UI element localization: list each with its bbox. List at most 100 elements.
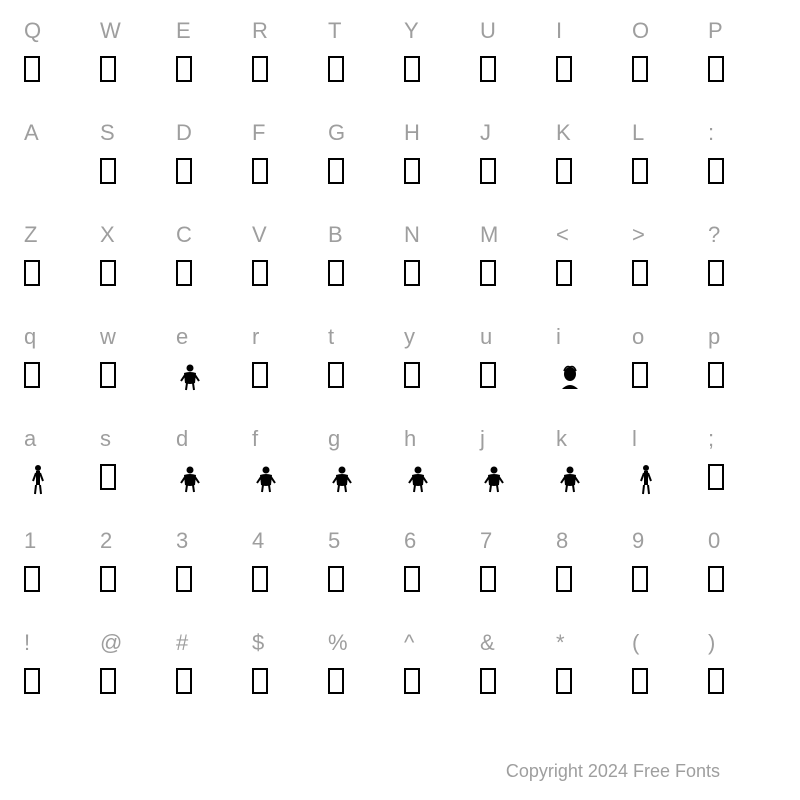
key-label: 3 bbox=[176, 530, 188, 554]
charmap-cell: 0 bbox=[704, 530, 780, 618]
key-label: a bbox=[24, 428, 36, 452]
charmap-cell: ; bbox=[704, 428, 780, 516]
glyph bbox=[252, 464, 280, 494]
key-label: g bbox=[328, 428, 340, 452]
glyph bbox=[328, 464, 356, 494]
key-label: R bbox=[252, 20, 268, 44]
charmap-cell: L bbox=[628, 122, 704, 210]
charmap-cell: # bbox=[172, 632, 248, 720]
charmap-cell: S bbox=[96, 122, 172, 210]
glyph bbox=[24, 362, 40, 388]
key-label: X bbox=[100, 224, 115, 248]
charmap-cell: $ bbox=[248, 632, 324, 720]
key-label: ! bbox=[24, 632, 30, 656]
glyph bbox=[24, 56, 40, 82]
glyph bbox=[480, 362, 496, 388]
glyph bbox=[100, 260, 116, 286]
glyph bbox=[100, 158, 116, 184]
glyph bbox=[24, 158, 48, 184]
key-label: 2 bbox=[100, 530, 112, 554]
charmap-cell: H bbox=[400, 122, 476, 210]
charmap-cell: h bbox=[400, 428, 476, 516]
glyph bbox=[404, 668, 420, 694]
glyph bbox=[100, 362, 116, 388]
charmap-cell: 7 bbox=[476, 530, 552, 618]
glyph bbox=[480, 566, 496, 592]
key-label: T bbox=[328, 20, 341, 44]
key-label: 7 bbox=[480, 530, 492, 554]
charmap-cell: > bbox=[628, 224, 704, 312]
glyph bbox=[632, 158, 648, 184]
charmap-cell: p bbox=[704, 326, 780, 414]
key-label: u bbox=[480, 326, 492, 350]
charmap-cell: M bbox=[476, 224, 552, 312]
glyph bbox=[176, 464, 204, 494]
charmap-cell: ( bbox=[628, 632, 704, 720]
key-label: 8 bbox=[556, 530, 568, 554]
glyph bbox=[556, 668, 572, 694]
charmap-cell: s bbox=[96, 428, 172, 516]
glyph bbox=[480, 260, 496, 286]
key-label: k bbox=[556, 428, 567, 452]
glyph bbox=[176, 668, 192, 694]
key-label: S bbox=[100, 122, 115, 146]
key-label: * bbox=[556, 632, 565, 656]
key-label: ; bbox=[708, 428, 714, 452]
glyph bbox=[252, 56, 268, 82]
glyph bbox=[708, 668, 724, 694]
charmap-cell: a bbox=[20, 428, 96, 516]
key-label: ) bbox=[708, 632, 715, 656]
glyph bbox=[328, 362, 344, 388]
glyph bbox=[328, 158, 344, 184]
charmap-cell: O bbox=[628, 20, 704, 108]
key-label: J bbox=[480, 122, 491, 146]
charmap-cell: * bbox=[552, 632, 628, 720]
charmap-cell: ^ bbox=[400, 632, 476, 720]
charmap-cell: R bbox=[248, 20, 324, 108]
charmap-cell: ) bbox=[704, 632, 780, 720]
charmap-cell: u bbox=[476, 326, 552, 414]
key-label: M bbox=[480, 224, 498, 248]
charmap-cell: Z bbox=[20, 224, 96, 312]
key-label: h bbox=[404, 428, 416, 452]
charmap-cell: r bbox=[248, 326, 324, 414]
charmap-cell: & bbox=[476, 632, 552, 720]
key-label: G bbox=[328, 122, 345, 146]
charmap-cell: V bbox=[248, 224, 324, 312]
glyph bbox=[100, 464, 116, 490]
charmap-cell: P bbox=[704, 20, 780, 108]
key-label: 1 bbox=[24, 530, 36, 554]
key-label: ^ bbox=[404, 632, 414, 656]
glyph bbox=[480, 464, 508, 494]
glyph bbox=[176, 362, 204, 392]
key-label: f bbox=[252, 428, 258, 452]
key-label: % bbox=[328, 632, 348, 656]
key-label: Q bbox=[24, 20, 41, 44]
key-label: O bbox=[632, 20, 649, 44]
glyph bbox=[404, 464, 432, 494]
key-label: B bbox=[328, 224, 343, 248]
glyph bbox=[480, 668, 496, 694]
charmap-cell: : bbox=[704, 122, 780, 210]
key-label: I bbox=[556, 20, 562, 44]
key-label: > bbox=[632, 224, 645, 248]
charmap-cell: d bbox=[172, 428, 248, 516]
glyph bbox=[632, 260, 648, 286]
glyph bbox=[404, 158, 420, 184]
key-label: $ bbox=[252, 632, 264, 656]
charmap-cell: i bbox=[552, 326, 628, 414]
glyph bbox=[252, 668, 268, 694]
charmap-cell: o bbox=[628, 326, 704, 414]
charmap-cell: C bbox=[172, 224, 248, 312]
glyph bbox=[176, 158, 192, 184]
key-label: @ bbox=[100, 632, 122, 656]
key-label: A bbox=[24, 122, 39, 146]
charmap-cell: j bbox=[476, 428, 552, 516]
charmap-cell: E bbox=[172, 20, 248, 108]
key-label: V bbox=[252, 224, 267, 248]
key-label: N bbox=[404, 224, 420, 248]
key-label: l bbox=[632, 428, 637, 452]
glyph bbox=[24, 464, 52, 494]
glyph bbox=[556, 158, 572, 184]
glyph bbox=[708, 260, 724, 286]
